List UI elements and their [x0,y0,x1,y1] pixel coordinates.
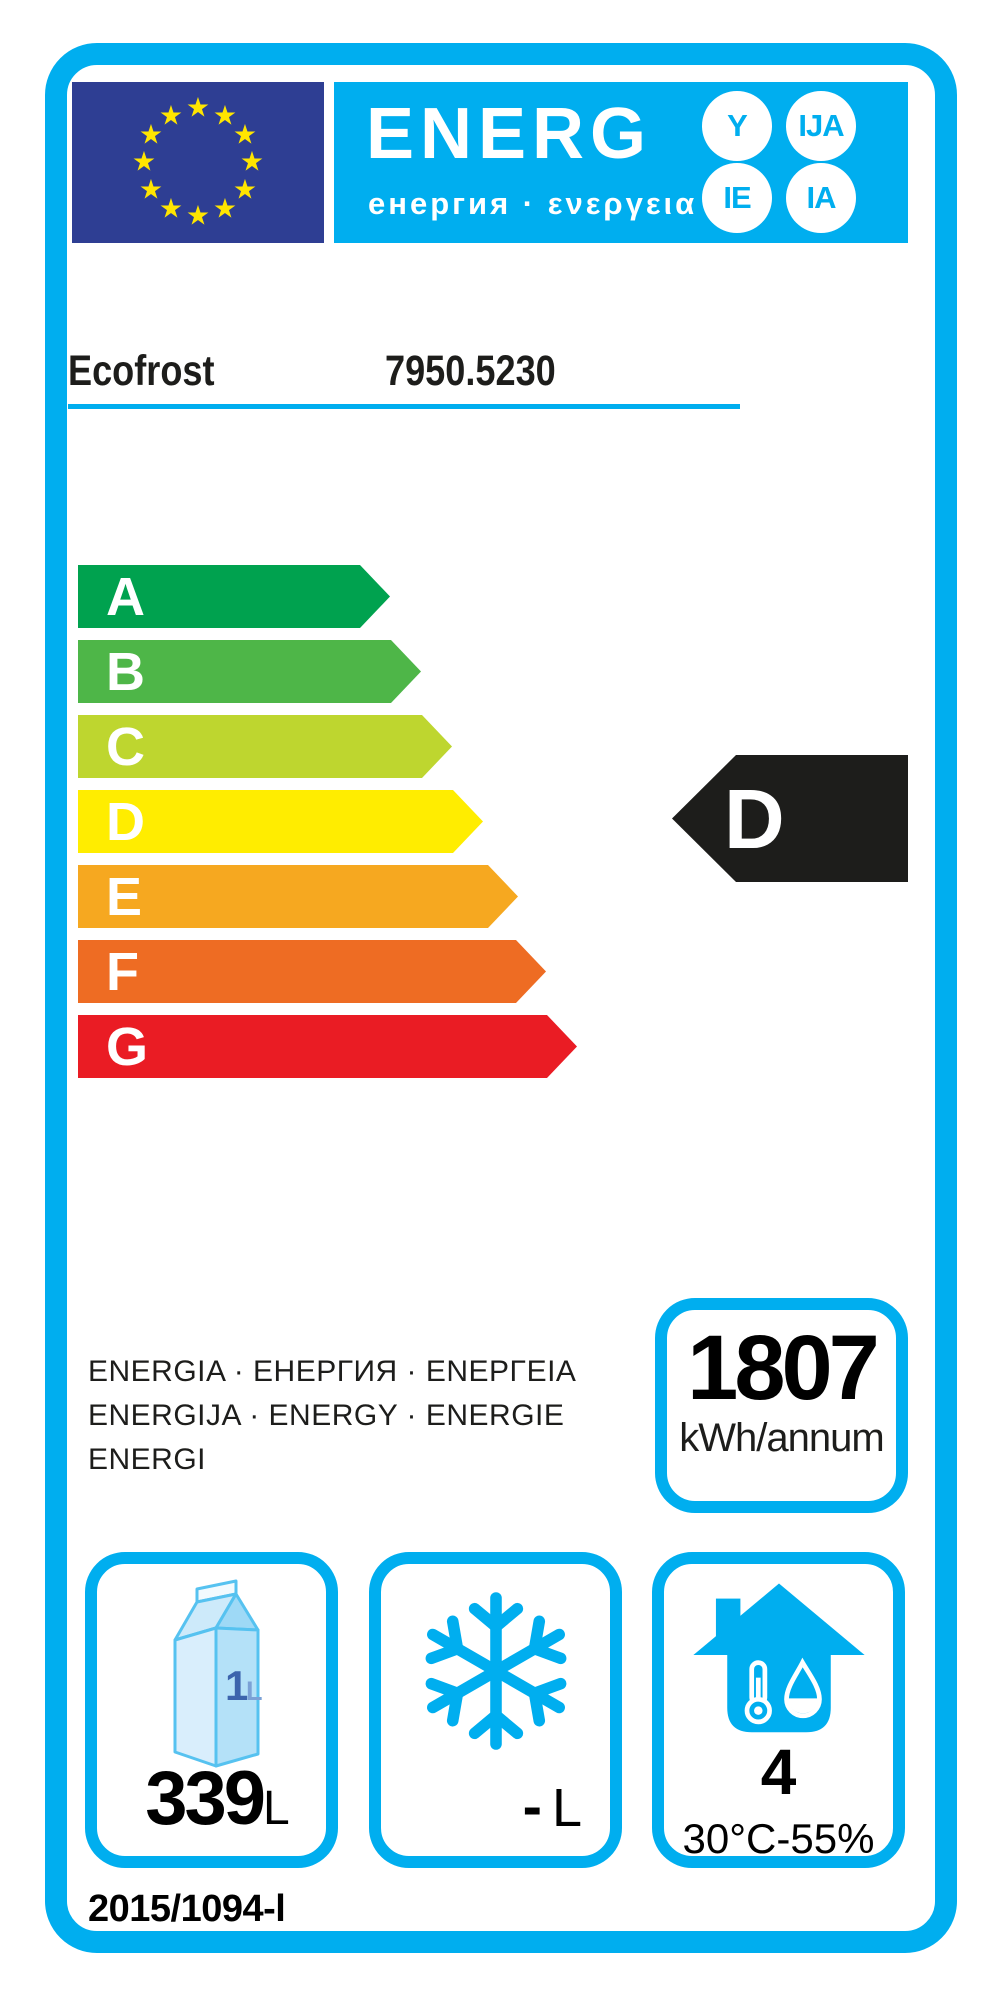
house-climate-icon [692,1583,865,1733]
efficiency-scale: A B C D E F G [78,565,577,1090]
energ-banner: ENERG енергия · ενεργεια Y IJA IE IA [334,82,908,243]
regulation-reference: 2015/1094-l [88,1888,286,1930]
consumption-unit: kWh/annum [679,1416,884,1460]
eu-star-icon: ★ [239,146,265,177]
class-arrow-g: G [78,1015,577,1078]
milk-carton-icon: 1 L [173,1579,263,1768]
freezer-volume-box: -L [369,1552,622,1868]
class-letter: E [106,866,143,927]
carton-volume-unit: L [246,1676,263,1706]
eu-star-icon: ★ [232,174,258,205]
climate-class-value: 4 [760,1736,797,1808]
suffix-circle-ie: IE [702,163,772,233]
eu-star-icon: ★ [232,119,258,150]
class-letter: A [106,566,145,627]
carton-volume-label: 1 [225,1662,248,1709]
climate-class-box: 4 30°C-55% [652,1552,905,1868]
class-arrow-e: E [78,865,518,928]
eu-star-icon: ★ [212,100,238,131]
fridge-volume-value: 339 [145,1756,266,1841]
climate-condition: 30°C-55% [682,1815,875,1862]
thermometer-icon [744,1660,772,1725]
class-arrow-a: A [78,565,390,628]
suffix-circle-ija: IJA [786,91,856,161]
eu-star-icon: ★ [131,146,157,177]
eu-star-icon: ★ [158,193,184,224]
fridge-volume-value-line: 339L [97,1755,326,1842]
eu-star-icon: ★ [138,119,164,150]
eu-star-icon: ★ [158,100,184,131]
class-letter: C [106,716,145,777]
class-letter: G [106,1016,149,1077]
freezer-volume-value: - [522,1774,542,1839]
class-letter: D [106,791,145,852]
selected-rating-letter: D [724,771,785,866]
class-letter: B [106,641,145,702]
eu-star-icon: ★ [212,193,238,224]
eu-flag: ★ ★ ★ ★ ★ ★ ★ ★ ★ ★ ★ ★ [72,82,324,243]
consumption-value: 1807 [687,1317,880,1419]
class-arrow-b: B [78,640,421,703]
droplet-icon [783,1657,822,1719]
fridge-volume-box: 1 L 339L [85,1552,338,1868]
class-arrow-c: C [78,715,452,778]
class-arrow-f: F [78,940,546,1003]
fridge-volume-unit: L [263,1782,290,1835]
freezer-volume-value-line: -L [523,1773,582,1840]
brand-name: Ecofrost [68,347,215,395]
energy-words-line: ENERGI [88,1443,207,1476]
label-frame [45,43,957,1953]
divider-rule [68,404,740,409]
eu-star-icon: ★ [185,92,211,123]
annual-consumption-box: 1807 kWh/annum [655,1298,908,1513]
class-letter: F [106,941,139,1002]
energy-words-line: ENERGIJA · ENERGY · ENERGIE [88,1399,565,1432]
suffix-circle-y: Y [702,91,772,161]
energ-logo: ENERG [366,94,653,174]
class-arrow-d: D [78,790,483,853]
suffix-circle-ia: IA [786,163,856,233]
energy-words: ENERGIA · ЕНЕРГИЯ · ΕΝΕΡΓΕΙΑ ENERGIJA · … [88,1350,576,1482]
model-number: 7950.5230 [385,347,556,395]
freezer-volume-unit: L [551,1778,582,1838]
energy-words-line: ENERGIA · ЕНЕРГИЯ · ΕΝΕΡΓΕΙΑ [88,1355,577,1388]
energ-subtitle: енергия · ενεργεια [368,186,698,221]
snowflake-icon [407,1582,585,1760]
eu-star-icon: ★ [138,174,164,205]
eu-star-icon: ★ [185,200,211,231]
